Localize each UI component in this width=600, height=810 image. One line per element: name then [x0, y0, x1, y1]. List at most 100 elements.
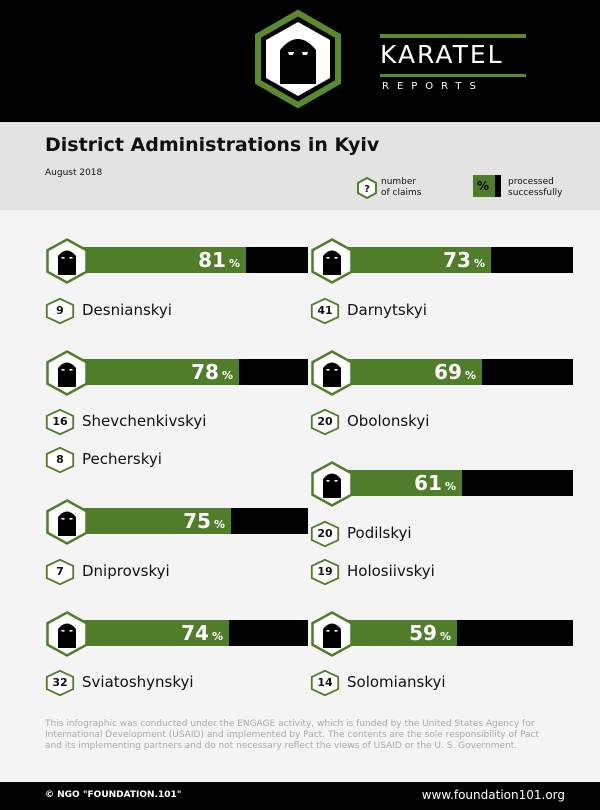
- hooded-figure-icon: [310, 460, 354, 512]
- bar-value: 74: [181, 621, 209, 645]
- hooded-figure-icon: [45, 349, 89, 401]
- bar-5: 69%: [330, 359, 573, 385]
- bar-value-label: 81%: [198, 247, 240, 273]
- brand-name: KARATEL: [380, 40, 504, 69]
- district-name: Holosiivskyi: [347, 562, 435, 580]
- district-name: Shevchenkivskyi: [82, 412, 207, 430]
- district-name: Desnianskyi: [82, 301, 172, 319]
- bar-value-unit: %: [211, 630, 223, 643]
- claims-legend-symbol: ?: [364, 184, 370, 195]
- bar-value-unit: %: [221, 369, 233, 382]
- claims-hex-icon: [45, 408, 75, 436]
- bar-value: 69: [434, 360, 462, 384]
- bar-value-unit: %: [228, 257, 240, 270]
- bar-value: 81: [198, 248, 226, 272]
- bar-1: 78%: [65, 359, 308, 385]
- claims-legend-line-1: number: [381, 177, 417, 187]
- claims-count: 9: [56, 304, 64, 317]
- brand-top-rule: [380, 34, 526, 38]
- percent-legend-line-1: processed: [508, 177, 554, 187]
- claims-hex-icon: [310, 520, 340, 548]
- bar-value-label: 75%: [183, 508, 225, 534]
- percent-legend-swatch: %: [473, 175, 501, 197]
- bar-value-unit: %: [213, 518, 225, 531]
- brand-rule: [380, 74, 526, 77]
- bar-value: 78: [191, 360, 219, 384]
- bar-value-label: 59%: [409, 620, 451, 646]
- bar-value-unit: %: [464, 369, 476, 382]
- bar-7: 59%: [330, 620, 573, 646]
- page-title: District Administrations in Kyiv: [45, 134, 380, 156]
- footer-website: www.foundation101.org: [421, 788, 565, 802]
- district-name: Obolonskyi: [347, 412, 430, 430]
- hooded-figure-icon: [310, 610, 354, 662]
- district-name: Dniprovskyi: [82, 562, 170, 580]
- bar-fill: [65, 508, 231, 534]
- bar-value-label: 73%: [443, 247, 485, 273]
- brand-sub: REPORTS: [382, 81, 484, 92]
- footer-copyright: © NGO "FOUNDATION.101": [45, 790, 182, 800]
- bar-value: 73: [443, 248, 471, 272]
- badge-hex-icon: [46, 238, 88, 284]
- claims-hex-icon: [45, 669, 75, 697]
- hooded-figure-icon: [310, 237, 354, 289]
- percent-legend-label: processed successfully: [508, 177, 562, 199]
- claims-hex-icon: [310, 408, 340, 436]
- claims-count: 14: [317, 676, 333, 689]
- district-name: Podilskyi: [347, 524, 412, 542]
- district-name: Darnytskyi: [347, 301, 427, 319]
- claims-count: 7: [56, 565, 64, 578]
- badge-hex-icon: [311, 238, 353, 284]
- claims-hex-icon: [45, 558, 75, 586]
- claims-legend-hex-icon: ?: [357, 177, 377, 199]
- badge-hex-icon: [46, 350, 88, 396]
- bar-fill: [65, 620, 229, 646]
- hooded-figure-icon: [45, 498, 89, 550]
- bar-value-label: 61%: [414, 470, 456, 496]
- bar-0: 81%: [65, 247, 308, 273]
- claims-count: 16: [52, 415, 68, 428]
- bar-fill: [330, 247, 491, 273]
- bar-fill: [65, 359, 239, 385]
- claims-hex-icon: [310, 669, 340, 697]
- claims-legend-line-2: of claims: [381, 188, 422, 198]
- claims-legend-label: number of claims: [381, 177, 421, 199]
- percent-legend-track: [495, 175, 501, 197]
- bar-4: 73%: [330, 247, 573, 273]
- claims-count: 32: [52, 676, 68, 689]
- disclaimer-text: This infographic was conducted under the…: [45, 719, 540, 751]
- badge-hex-icon: [46, 499, 88, 545]
- claims-hex-icon: [310, 558, 340, 586]
- bar-value: 59: [409, 621, 437, 645]
- bar-value-unit: %: [444, 480, 456, 493]
- bar-3: 74%: [65, 620, 308, 646]
- claims-count: 41: [317, 304, 333, 317]
- bar-value-label: 74%: [181, 620, 223, 646]
- bar-2: 75%: [65, 508, 308, 534]
- bar-fill: [65, 247, 246, 273]
- page-subtitle: August 2018: [45, 168, 103, 178]
- claims-hex-icon: [45, 446, 75, 474]
- hooded-figure-icon: [310, 349, 354, 401]
- karatel-logo-icon: [255, 9, 341, 109]
- district-name: Sviatoshynskyi: [82, 673, 194, 691]
- bar-6: 61%: [330, 470, 573, 496]
- claims-count: 20: [317, 415, 333, 428]
- bar-value-unit: %: [439, 630, 451, 643]
- percent-legend-line-2: successfully: [508, 188, 563, 198]
- district-name: Pecherskyi: [82, 450, 162, 468]
- badge-hex-icon: [311, 461, 353, 507]
- hooded-figure-icon: [45, 237, 89, 289]
- district-name: Solomianskyi: [347, 673, 446, 691]
- badge-hex-icon: [46, 611, 88, 657]
- badge-hex-icon: [311, 350, 353, 396]
- badge-hex-icon: [311, 611, 353, 657]
- claims-count: 20: [317, 527, 333, 540]
- claims-hex-icon: [45, 297, 75, 325]
- header-banner: KARATEL REPORTS: [0, 0, 600, 122]
- footer-bar: © NGO "FOUNDATION.101" www.foundation101…: [0, 782, 600, 810]
- percent-legend-symbol: %: [477, 179, 490, 193]
- bar-fill: [330, 359, 482, 385]
- claims-count: 19: [317, 565, 333, 578]
- bar-value-label: 78%: [191, 359, 233, 385]
